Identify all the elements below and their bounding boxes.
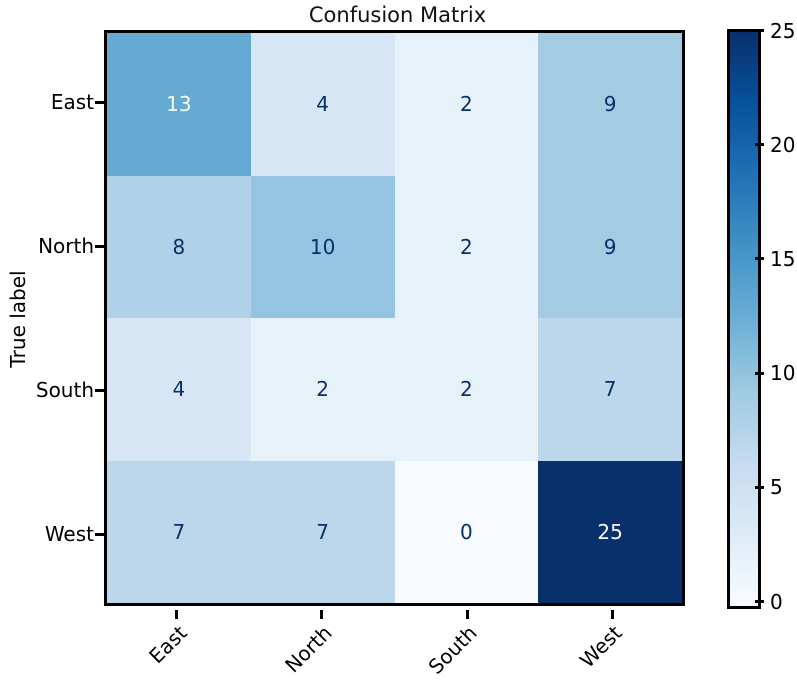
cell-value: 8 bbox=[172, 234, 186, 259]
y-tick-mark bbox=[95, 532, 104, 536]
cell-value: 13 bbox=[166, 92, 192, 117]
matrix-cell: 10 bbox=[250, 175, 395, 318]
colorbar-tick-mark bbox=[755, 371, 764, 375]
cell-value: 0 bbox=[460, 519, 473, 544]
cell-value: 7 bbox=[172, 519, 186, 544]
cell-value: 7 bbox=[316, 519, 329, 544]
x-tick-mark bbox=[175, 610, 179, 619]
x-tick-label: East bbox=[143, 620, 192, 669]
cell-value: 2 bbox=[460, 92, 473, 117]
colorbar-tick-label: 5 bbox=[770, 475, 783, 500]
matrix-cell: 4 bbox=[250, 33, 395, 176]
chart-title: Confusion Matrix bbox=[308, 3, 487, 27]
y-axis-label: True label bbox=[6, 270, 30, 368]
matrix-cell: 4 bbox=[107, 318, 251, 461]
cell-value: 2 bbox=[460, 234, 473, 259]
matrix-cell: 7 bbox=[250, 460, 395, 603]
colorbar-tick-mark bbox=[755, 600, 764, 603]
colorbar-tick-label: 0 bbox=[770, 589, 783, 614]
y-tick-label: West bbox=[44, 522, 94, 546]
matrix-cell: 9 bbox=[538, 33, 682, 176]
x-tick-label: South bbox=[423, 620, 482, 679]
heatmap-plot-area: 13 4 2 9 8 10 2 9 4 2 2 7 7 7 0 25 bbox=[104, 30, 685, 606]
y-tick-mark bbox=[95, 244, 104, 248]
y-tick-label: North bbox=[38, 234, 94, 258]
cell-value: 9 bbox=[603, 92, 617, 117]
colorbar bbox=[727, 29, 761, 609]
matrix-cell: 2 bbox=[394, 175, 539, 318]
colorbar-tick-label: 15 bbox=[770, 246, 796, 271]
y-tick-mark bbox=[95, 388, 104, 392]
matrix-cell: 2 bbox=[250, 318, 395, 461]
colorbar-tick-label: 25 bbox=[770, 18, 796, 43]
matrix-cell: 8 bbox=[107, 175, 251, 318]
colorbar-tick-mark bbox=[755, 485, 764, 489]
matrix-cell: 13 bbox=[107, 33, 251, 176]
y-tick-label: South bbox=[35, 378, 94, 402]
matrix-cell: 7 bbox=[107, 460, 251, 603]
matrix-cell: 2 bbox=[394, 33, 539, 176]
x-tick-mark bbox=[465, 610, 469, 619]
x-tick-label: North bbox=[280, 620, 337, 678]
colorbar-tick-mark bbox=[755, 29, 764, 32]
cell-value: 9 bbox=[603, 234, 617, 259]
colorbar-tick-label: 10 bbox=[770, 361, 796, 386]
matrix-cell: 0 bbox=[394, 460, 539, 603]
cell-value: 2 bbox=[460, 377, 473, 402]
matrix-cell: 7 bbox=[538, 318, 682, 461]
colorbar-tick-label: 20 bbox=[770, 132, 796, 157]
x-tick-label: West bbox=[575, 620, 628, 673]
matrix-cell: 25 bbox=[538, 460, 682, 603]
matrix-cell: 9 bbox=[538, 175, 682, 318]
y-tick-label: East bbox=[50, 90, 94, 114]
cell-value: 4 bbox=[316, 92, 329, 117]
x-tick-mark bbox=[320, 610, 324, 619]
cell-value: 7 bbox=[603, 377, 617, 402]
colorbar-tick-mark bbox=[755, 143, 764, 147]
cell-value: 2 bbox=[316, 377, 329, 402]
colorbar-tick-mark bbox=[755, 257, 764, 261]
x-tick-mark bbox=[610, 610, 614, 619]
cell-value: 4 bbox=[172, 377, 186, 402]
matrix-cell: 2 bbox=[394, 318, 539, 461]
cell-value: 10 bbox=[309, 234, 336, 259]
cell-value: 25 bbox=[597, 519, 623, 544]
y-tick-mark bbox=[95, 100, 104, 104]
